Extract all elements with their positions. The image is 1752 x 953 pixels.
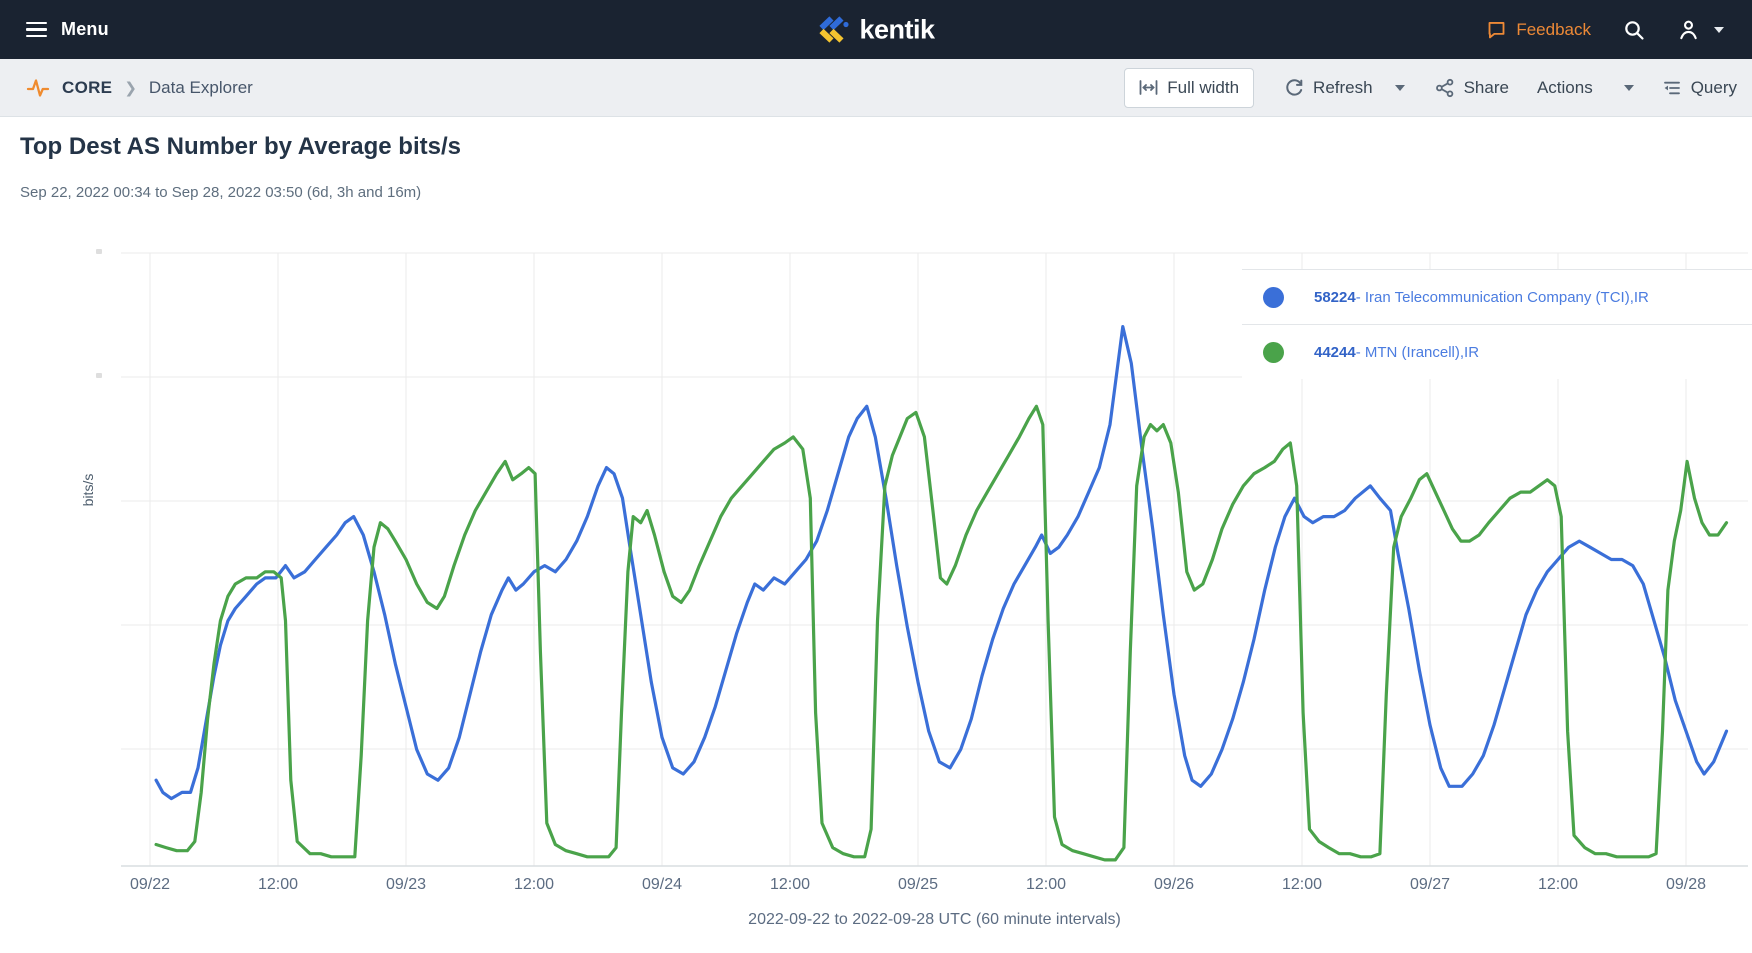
legend-as-name: - Iran Telecommunication Company (TCI),I… [1355, 288, 1649, 306]
feedback-bubble-icon [1488, 22, 1505, 39]
feedback-label: Feedback [1516, 19, 1591, 39]
y-axis-tick-label [96, 249, 102, 254]
x-tick-label: 12:00 [1281, 876, 1323, 893]
refresh-caret-icon[interactable] [1394, 84, 1405, 91]
legend-as-number: 58224 [1314, 288, 1356, 306]
x-tick-label: 12:00 [513, 876, 555, 893]
legend-as-number: 44244 [1314, 343, 1356, 361]
date-range-subtitle: Sep 22, 2022 00:34 to Sep 28, 2022 03:50… [20, 184, 422, 201]
full-width-icon [1139, 80, 1158, 95]
chart-legend: 58224 - Iran Telecommunication Company (… [1242, 269, 1752, 379]
user-icon [1680, 20, 1697, 40]
hamburger-icon [26, 21, 47, 38]
user-menu[interactable] [1677, 18, 1724, 41]
x-tick-label: 12:00 [769, 876, 811, 893]
legend-as-name: - MTN (Irancell),IR [1355, 343, 1480, 361]
x-tick-label: 09/27 [1409, 876, 1451, 893]
share-label: Share [1463, 77, 1509, 97]
legend-dot-green [1263, 341, 1284, 363]
query-icon [1663, 81, 1680, 94]
refresh-label: Refresh [1313, 77, 1373, 97]
y-axis-tick-label [96, 373, 102, 378]
pulse-icon [26, 78, 50, 97]
series-line-44244 [154, 404, 1729, 862]
search-icon[interactable] [1622, 18, 1646, 42]
refresh-button[interactable]: Refresh [1284, 78, 1373, 98]
query-label: Query [1690, 77, 1737, 97]
kentik-logo-icon [819, 16, 849, 43]
share-button[interactable]: Share [1435, 78, 1509, 98]
share-icon [1435, 78, 1453, 97]
full-width-label: Full width [1167, 77, 1240, 97]
actions-button[interactable]: Actions [1537, 78, 1634, 98]
x-tick-label: 12:00 [1025, 876, 1067, 893]
x-tick-label: 09/22 [129, 876, 171, 893]
breadcrumb: CORE ❯ Data Explorer [0, 76, 253, 100]
brand-name: kentik [859, 14, 935, 44]
x-tick-label: 09/26 [1153, 876, 1195, 893]
nav-right: Feedback [1486, 0, 1724, 59]
kentik-logo[interactable]: kentik [817, 14, 935, 45]
x-tick-label: 09/25 [897, 876, 939, 893]
x-tick-label: 09/24 [641, 876, 683, 893]
chevron-right-icon: ❯ [124, 79, 137, 97]
legend-dot-blue [1263, 286, 1284, 308]
legend-row-44244[interactable]: 44244 - MTN (Irancell),IR [1242, 325, 1752, 379]
x-tick-label: 09/28 [1665, 876, 1707, 893]
x-axis-caption: 2022-09-22 to 2022-09-28 UTC (60 minute … [748, 911, 1121, 928]
x-tick-label: 12:00 [1537, 876, 1579, 893]
y-axis-label: bits/s [80, 473, 96, 507]
series-line-58224 [154, 325, 1729, 801]
toolbar: CORE ❯ Data Explorer Full width Refresh [0, 59, 1752, 117]
feedback-button[interactable]: Feedback [1486, 19, 1591, 40]
actions-label: Actions [1536, 77, 1593, 97]
breadcrumb-section[interactable]: CORE [62, 77, 113, 97]
x-tick-label: 09/23 [385, 876, 427, 893]
user-caret-icon [1714, 26, 1724, 33]
legend-row-58224[interactable]: 58224 - Iran Telecommunication Company (… [1242, 270, 1752, 325]
actions-caret-icon [1623, 84, 1634, 91]
menu-label: Menu [61, 19, 109, 39]
refresh-icon [1286, 78, 1303, 96]
page-title: Top Dest AS Number by Average bits/s [20, 133, 461, 160]
x-tick-label: 12:00 [257, 876, 299, 893]
top-nav: Menu kentik Feedback [0, 0, 1752, 59]
breadcrumb-page[interactable]: Data Explorer [148, 77, 253, 97]
menu-button[interactable]: Menu [0, 19, 109, 40]
full-width-button[interactable]: Full width [1124, 67, 1255, 108]
toolbar-actions: Full width Refresh Share Actio [1124, 59, 1737, 116]
query-button[interactable]: Query [1662, 78, 1737, 98]
